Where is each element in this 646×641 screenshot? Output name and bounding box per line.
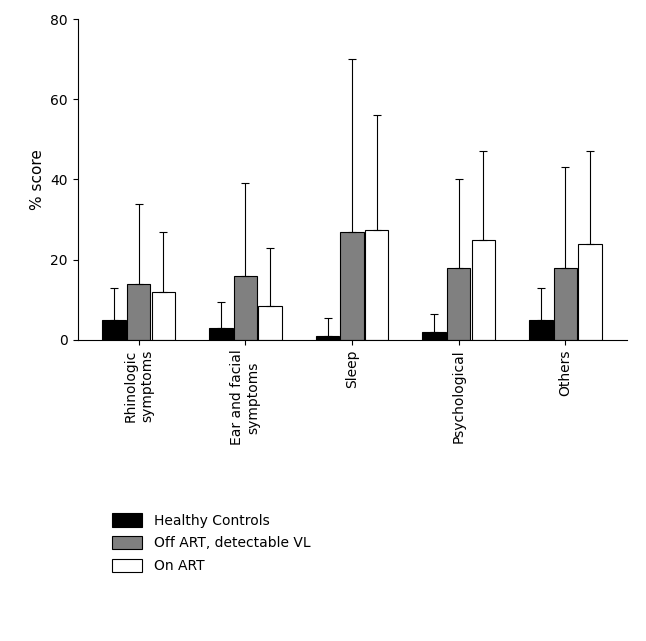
Bar (365, 229, 388, 340)
Bar (209, 328, 233, 340)
Bar (258, 306, 282, 340)
Bar (472, 240, 495, 340)
Legend: Healthy Controls, Off ART, detectable VL, On ART: Healthy Controls, Off ART, detectable VL… (112, 513, 310, 573)
Bar (422, 332, 446, 340)
Bar (554, 268, 577, 340)
Bar (340, 231, 364, 340)
Bar (529, 320, 552, 340)
Bar (103, 320, 126, 340)
Bar (578, 244, 601, 340)
Bar (152, 292, 175, 340)
Bar (447, 268, 470, 340)
Bar (127, 283, 151, 340)
Bar (316, 336, 339, 340)
Y-axis label: % score: % score (30, 149, 45, 210)
Bar (234, 276, 257, 340)
